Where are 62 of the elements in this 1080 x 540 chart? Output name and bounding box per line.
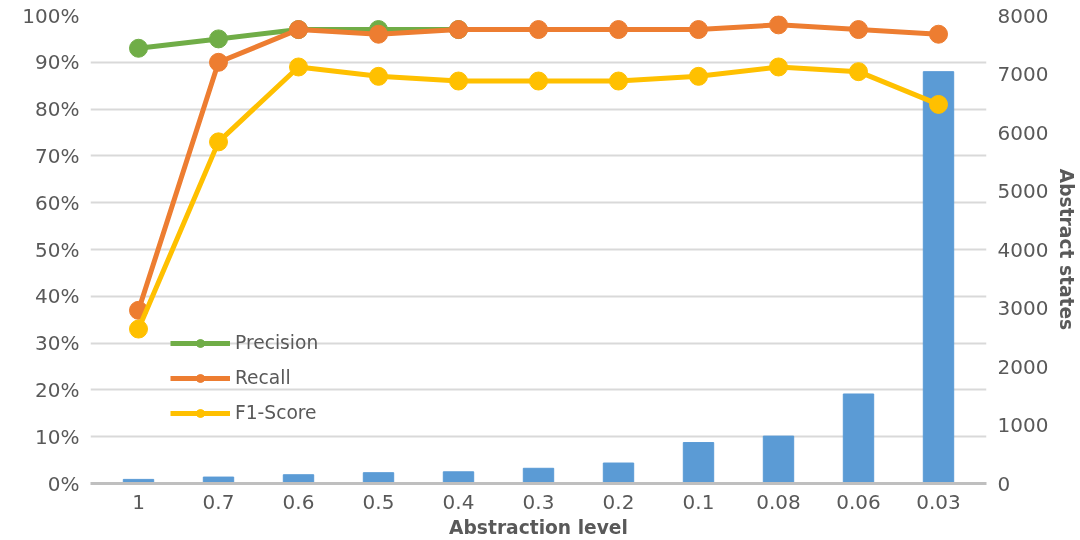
point	[849, 62, 868, 82]
point	[369, 24, 388, 44]
x-tick-label: 0.5	[362, 489, 395, 514]
point	[369, 66, 388, 86]
point	[529, 20, 548, 40]
point	[209, 29, 228, 49]
bar	[842, 393, 875, 484]
point	[689, 66, 708, 86]
point	[529, 71, 548, 91]
point	[209, 132, 228, 152]
point	[129, 38, 148, 58]
point	[689, 20, 708, 40]
x-tick-label: 1	[132, 489, 145, 514]
legend-label: F1-Score	[235, 402, 317, 423]
point	[769, 15, 788, 35]
x-tick-label: 0.6	[282, 489, 315, 514]
y-tick-label: 70%	[35, 143, 80, 168]
point	[929, 94, 948, 114]
y-tick-label: 30%	[35, 331, 80, 356]
x-tick-label: 0.2	[602, 489, 635, 514]
bar	[762, 435, 795, 484]
bar	[682, 442, 715, 484]
y2-axis-title: Abstract states	[1056, 168, 1078, 331]
point	[929, 24, 948, 44]
y-tick-label: 10%	[35, 424, 80, 449]
y2-tick-label: 3000	[997, 296, 1049, 320]
x-tick-label: 0.7	[202, 489, 235, 514]
point	[209, 52, 228, 72]
y2-tick-label: 8000	[997, 3, 1049, 28]
x-tick-label: 0.1	[682, 489, 715, 514]
point	[609, 20, 628, 40]
y-tick-label: 80%	[35, 97, 80, 122]
point	[449, 71, 468, 91]
y-tick-label: 100%	[22, 3, 80, 28]
legend-label: Precision	[235, 332, 319, 353]
bar	[922, 71, 955, 484]
point	[129, 319, 148, 339]
x-tick-label: 0.08	[756, 489, 801, 514]
y2-tick-label: 7000	[997, 62, 1049, 86]
y-tick-label: 20%	[35, 377, 80, 402]
y-tick-label: 50%	[35, 237, 80, 262]
x-tick-label: 0.3	[522, 489, 555, 514]
point	[289, 57, 308, 77]
y2-tick-label: 0	[997, 471, 1011, 496]
legend-label: Recall	[235, 367, 291, 388]
y2-tick-label: 6000	[997, 120, 1049, 145]
point	[849, 20, 868, 40]
y2-tick-label: 2000	[997, 354, 1049, 379]
x-axis-title: Abstraction level	[449, 516, 628, 538]
point	[769, 57, 788, 77]
y2-tick-label: 1000	[997, 413, 1049, 437]
y-tick-label: 60%	[35, 190, 80, 215]
y2-tick-label: 5000	[997, 179, 1049, 203]
y-tick-label: 90%	[35, 50, 80, 75]
x-tick-label: 0.06	[836, 489, 881, 514]
y2-tick-label: 4000	[997, 237, 1049, 262]
y-tick-label: 0%	[47, 471, 80, 496]
bar	[602, 462, 635, 484]
y-tick-label: 40%	[35, 284, 80, 309]
x-tick-label: 0.4	[442, 489, 475, 514]
point	[609, 71, 628, 91]
x-tick-label: 0.03	[916, 489, 961, 514]
